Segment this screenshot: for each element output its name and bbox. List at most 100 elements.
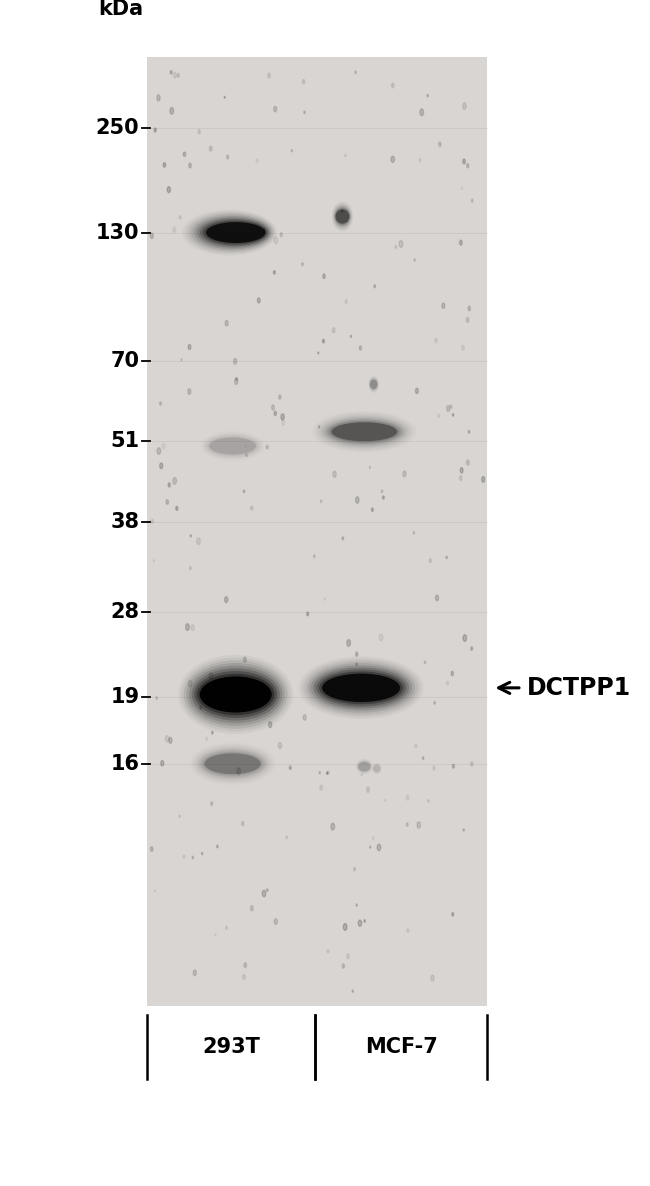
Circle shape <box>395 246 396 249</box>
Circle shape <box>266 445 268 449</box>
Circle shape <box>243 490 244 492</box>
Circle shape <box>163 162 166 167</box>
Ellipse shape <box>197 217 270 248</box>
Circle shape <box>251 506 253 510</box>
Ellipse shape <box>370 380 378 389</box>
Ellipse shape <box>200 676 272 713</box>
Circle shape <box>452 764 454 769</box>
Circle shape <box>161 760 164 766</box>
Circle shape <box>244 963 246 968</box>
Circle shape <box>198 129 200 134</box>
Circle shape <box>227 155 229 159</box>
FancyBboxPatch shape <box>147 57 488 1006</box>
Circle shape <box>264 229 265 231</box>
Circle shape <box>237 767 240 774</box>
Circle shape <box>341 210 343 212</box>
Circle shape <box>179 216 181 219</box>
Circle shape <box>343 924 347 930</box>
Circle shape <box>463 829 464 831</box>
Circle shape <box>370 846 371 848</box>
Circle shape <box>355 71 356 74</box>
Text: 51: 51 <box>111 432 139 451</box>
Circle shape <box>188 389 191 395</box>
Circle shape <box>439 142 441 146</box>
Circle shape <box>415 744 417 748</box>
Ellipse shape <box>326 420 402 444</box>
Circle shape <box>327 950 329 954</box>
Circle shape <box>216 846 218 848</box>
Circle shape <box>359 346 361 350</box>
Circle shape <box>446 556 447 559</box>
Circle shape <box>379 635 383 640</box>
Circle shape <box>413 531 415 534</box>
Circle shape <box>468 431 470 433</box>
Ellipse shape <box>200 219 268 247</box>
Circle shape <box>278 742 281 748</box>
Ellipse shape <box>329 421 400 442</box>
Circle shape <box>188 344 191 350</box>
Ellipse shape <box>187 663 285 726</box>
Circle shape <box>154 128 156 132</box>
Circle shape <box>324 598 325 600</box>
Circle shape <box>350 336 352 337</box>
Ellipse shape <box>333 205 352 228</box>
Ellipse shape <box>335 208 350 225</box>
Circle shape <box>186 624 189 631</box>
Circle shape <box>212 732 213 734</box>
Text: MCF-7: MCF-7 <box>365 1037 438 1057</box>
Circle shape <box>188 680 192 687</box>
Circle shape <box>429 559 432 562</box>
Circle shape <box>420 109 424 116</box>
Circle shape <box>167 186 170 192</box>
Circle shape <box>435 338 437 343</box>
Circle shape <box>274 919 278 924</box>
Ellipse shape <box>194 216 271 249</box>
Circle shape <box>181 359 182 361</box>
Circle shape <box>442 304 445 308</box>
Circle shape <box>431 975 434 981</box>
Circle shape <box>176 506 178 510</box>
Circle shape <box>153 560 154 562</box>
Circle shape <box>460 240 462 246</box>
Circle shape <box>382 496 384 499</box>
Ellipse shape <box>209 438 256 454</box>
Text: 19: 19 <box>111 688 139 707</box>
Circle shape <box>274 107 277 111</box>
Ellipse shape <box>358 761 370 771</box>
Ellipse shape <box>317 669 406 707</box>
Circle shape <box>447 406 450 412</box>
Circle shape <box>345 299 347 304</box>
Circle shape <box>460 467 463 473</box>
Circle shape <box>333 471 336 478</box>
Ellipse shape <box>206 222 265 243</box>
Circle shape <box>356 904 358 906</box>
Circle shape <box>173 227 176 232</box>
Circle shape <box>463 159 465 164</box>
Circle shape <box>225 320 228 326</box>
Text: DCTPP1: DCTPP1 <box>527 676 631 700</box>
Circle shape <box>403 471 406 477</box>
Circle shape <box>279 395 281 400</box>
Circle shape <box>356 663 358 665</box>
Circle shape <box>173 478 177 484</box>
Circle shape <box>359 684 361 688</box>
Circle shape <box>433 766 436 770</box>
Circle shape <box>347 639 350 646</box>
Ellipse shape <box>192 669 280 721</box>
Circle shape <box>226 926 227 930</box>
Circle shape <box>482 477 485 483</box>
Circle shape <box>280 232 282 237</box>
Circle shape <box>407 929 409 932</box>
Ellipse shape <box>322 416 407 447</box>
Circle shape <box>318 426 320 428</box>
Circle shape <box>303 715 306 720</box>
Circle shape <box>196 537 200 544</box>
Circle shape <box>364 919 365 923</box>
Ellipse shape <box>324 417 404 446</box>
Circle shape <box>192 856 194 859</box>
Circle shape <box>391 83 394 88</box>
Circle shape <box>242 822 244 825</box>
Circle shape <box>262 891 266 897</box>
Circle shape <box>314 555 315 557</box>
Circle shape <box>266 888 268 892</box>
